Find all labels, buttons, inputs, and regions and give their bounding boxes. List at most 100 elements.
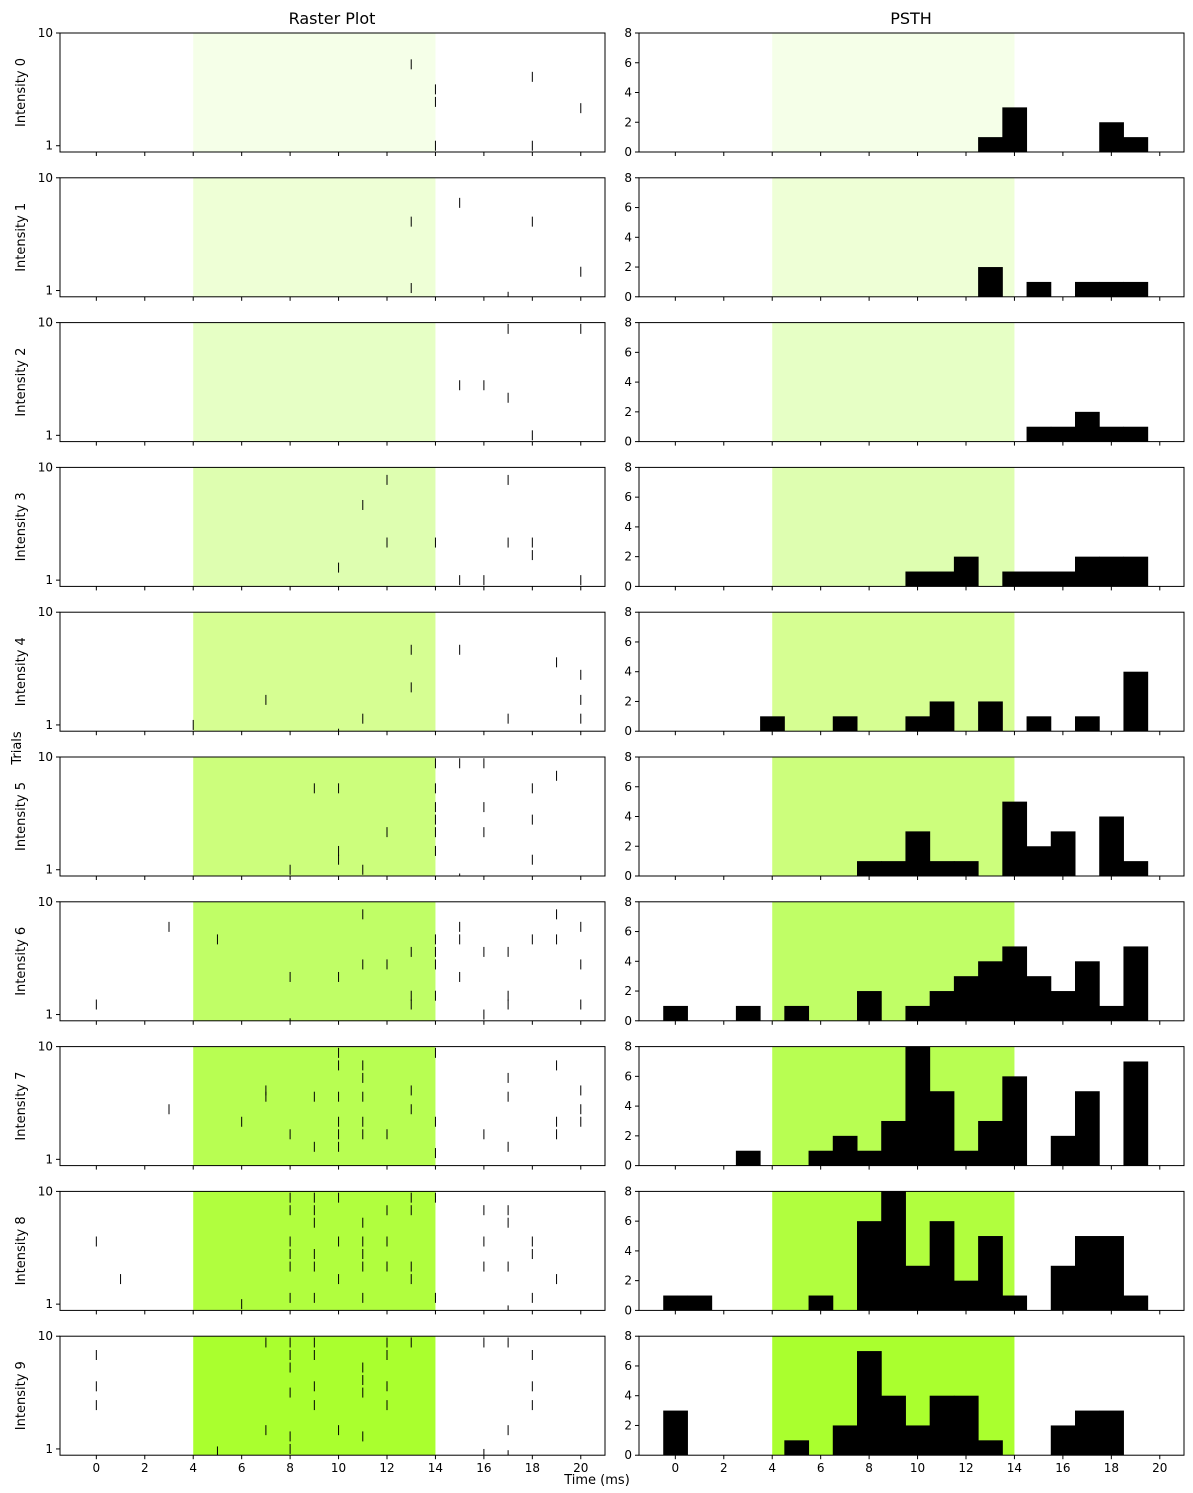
psth-bar <box>953 861 979 876</box>
raster-ytick-label: 1 <box>45 573 53 587</box>
psth-xtick-label: 6 <box>817 1461 825 1475</box>
psth-bar <box>832 1425 858 1456</box>
psth-ytick-label: 8 <box>624 460 632 474</box>
raster-frame <box>59 177 606 298</box>
psth-ytick-label: 2 <box>624 839 632 853</box>
psth-bar <box>1050 831 1076 876</box>
psth-ytick-label: 8 <box>624 750 632 764</box>
raster-xtick-label: 18 <box>525 1461 540 1475</box>
psth-bar <box>881 1120 906 1166</box>
psth-bar <box>905 1265 931 1311</box>
psth-ytick-label: 8 <box>624 1184 632 1198</box>
raster-frame <box>59 466 606 587</box>
psth-bar <box>905 716 931 732</box>
psth-bar <box>1099 1236 1124 1311</box>
psth-bar <box>929 571 955 587</box>
raster-ytick-label: 10 <box>38 605 53 619</box>
psth-bar <box>663 1410 688 1456</box>
stimulus-window-shade <box>772 322 1015 442</box>
psth-xtick-label: 10 <box>910 1461 925 1475</box>
psth-ytick-label: 0 <box>624 435 632 449</box>
stimulus-window-shade <box>772 612 1015 732</box>
psth-ytick-label: 4 <box>624 230 632 244</box>
psth-bar <box>1099 816 1124 876</box>
psth-ytick-label: 6 <box>624 345 632 359</box>
raster-ytick-label: 10 <box>38 1329 53 1343</box>
psth-bar <box>1050 1425 1076 1456</box>
psth-bar <box>881 1191 906 1311</box>
stimulus-window-shade <box>193 901 436 1021</box>
psth-bar <box>1075 1236 1100 1311</box>
psth-bar <box>1123 946 1149 1021</box>
psth-bar <box>784 1005 810 1021</box>
intensity-label: Intensity 7 <box>14 1072 29 1141</box>
intensity-label: Intensity 4 <box>14 637 29 706</box>
raster-xtick-label: 6 <box>238 1461 246 1475</box>
psth-bar <box>1026 846 1052 876</box>
psth-xtick-label: 8 <box>865 1461 873 1475</box>
psth-bar <box>1075 1091 1100 1166</box>
psth-bar <box>1002 946 1028 1021</box>
psth-ytick-label: 6 <box>624 925 632 939</box>
raster-ytick-label: 1 <box>45 863 53 877</box>
psth-bar <box>760 716 785 732</box>
intensity-row-8: 1 10 Intensity 8 0 2 4 6 8 <box>14 1184 1185 1317</box>
psth-bar <box>978 701 1003 732</box>
raster-panel-6: 1 10 Intensity 6 <box>14 895 606 1025</box>
psth-bar <box>687 1295 713 1311</box>
stimulus-window-shade <box>193 33 436 152</box>
intensity-label: Intensity 9 <box>14 1361 29 1430</box>
raster-xtick-label: 14 <box>428 1461 443 1475</box>
psth-bar <box>663 1295 688 1311</box>
stimulus-window-shade <box>193 322 436 442</box>
psth-bar <box>1075 961 1100 1021</box>
intensity-label: Intensity 1 <box>14 203 29 272</box>
psth-bar <box>1099 1410 1124 1456</box>
psth-ytick-label: 8 <box>624 26 632 40</box>
psth-ytick-label: 4 <box>624 1244 632 1258</box>
intensity-label: Intensity 8 <box>14 1216 29 1285</box>
raster-ytick-label: 10 <box>38 316 53 330</box>
psth-ytick-label: 6 <box>624 780 632 794</box>
psth-bar <box>905 571 931 587</box>
psth-bar <box>881 1395 906 1456</box>
psth-panel-1: 0 2 4 6 8 <box>624 171 1185 304</box>
intensity-row-3: 1 10 Intensity 3 0 2 4 6 8 <box>14 460 1185 593</box>
psth-bar <box>857 861 882 876</box>
raster-panel-7: 1 10 Intensity 7 <box>14 1040 606 1170</box>
raster-frame <box>59 1335 606 1456</box>
psth-title: PSTH <box>890 9 932 28</box>
intensity-label: Intensity 0 <box>14 58 29 127</box>
psth-bar <box>929 991 955 1021</box>
psth-xtick-label: 2 <box>720 1461 728 1475</box>
psth-bar <box>857 1351 882 1456</box>
raster-frame <box>59 1190 606 1311</box>
psth-xtick-label: 12 <box>958 1461 973 1475</box>
psth-bar <box>1075 411 1100 442</box>
psth-bar <box>1099 1005 1124 1021</box>
psth-bar <box>978 267 1003 297</box>
psth-panel-2: 0 2 4 6 8 <box>624 316 1185 449</box>
psth-xtick-label: 14 <box>1007 1461 1022 1475</box>
psth-bar <box>784 1440 810 1456</box>
raster-ytick-label: 1 <box>45 284 53 298</box>
psth-bar <box>1123 137 1149 152</box>
raster-ytick-label: 10 <box>38 895 53 909</box>
psth-ytick-label: 0 <box>624 145 632 159</box>
raster-frame <box>59 1046 606 1167</box>
intensity-label: Intensity 6 <box>14 927 29 996</box>
intensity-row-6: 1 10 Intensity 6 0 2 4 6 8 <box>14 895 1185 1028</box>
raster-ytick-label: 1 <box>45 1008 53 1022</box>
psth-bar <box>1026 426 1052 442</box>
raster-ytick-label: 1 <box>45 1152 53 1166</box>
psth-bar <box>1050 991 1076 1021</box>
psth-bar <box>905 1005 931 1021</box>
intensity-row-7: 1 10 Intensity 7 0 2 4 6 8 <box>14 1040 1185 1173</box>
psth-bar <box>1026 716 1052 732</box>
raster-ytick-label: 1 <box>45 1442 53 1456</box>
psth-bar <box>978 1440 1003 1456</box>
psth-ytick-label: 4 <box>624 375 632 389</box>
intensity-row-1: 1 10 Intensity 1 0 2 4 6 8 <box>14 171 1185 304</box>
raster-ytick-label: 10 <box>38 171 53 185</box>
intensity-row-4: 1 10 Intensity 4 0 2 4 6 8 <box>14 605 1185 738</box>
